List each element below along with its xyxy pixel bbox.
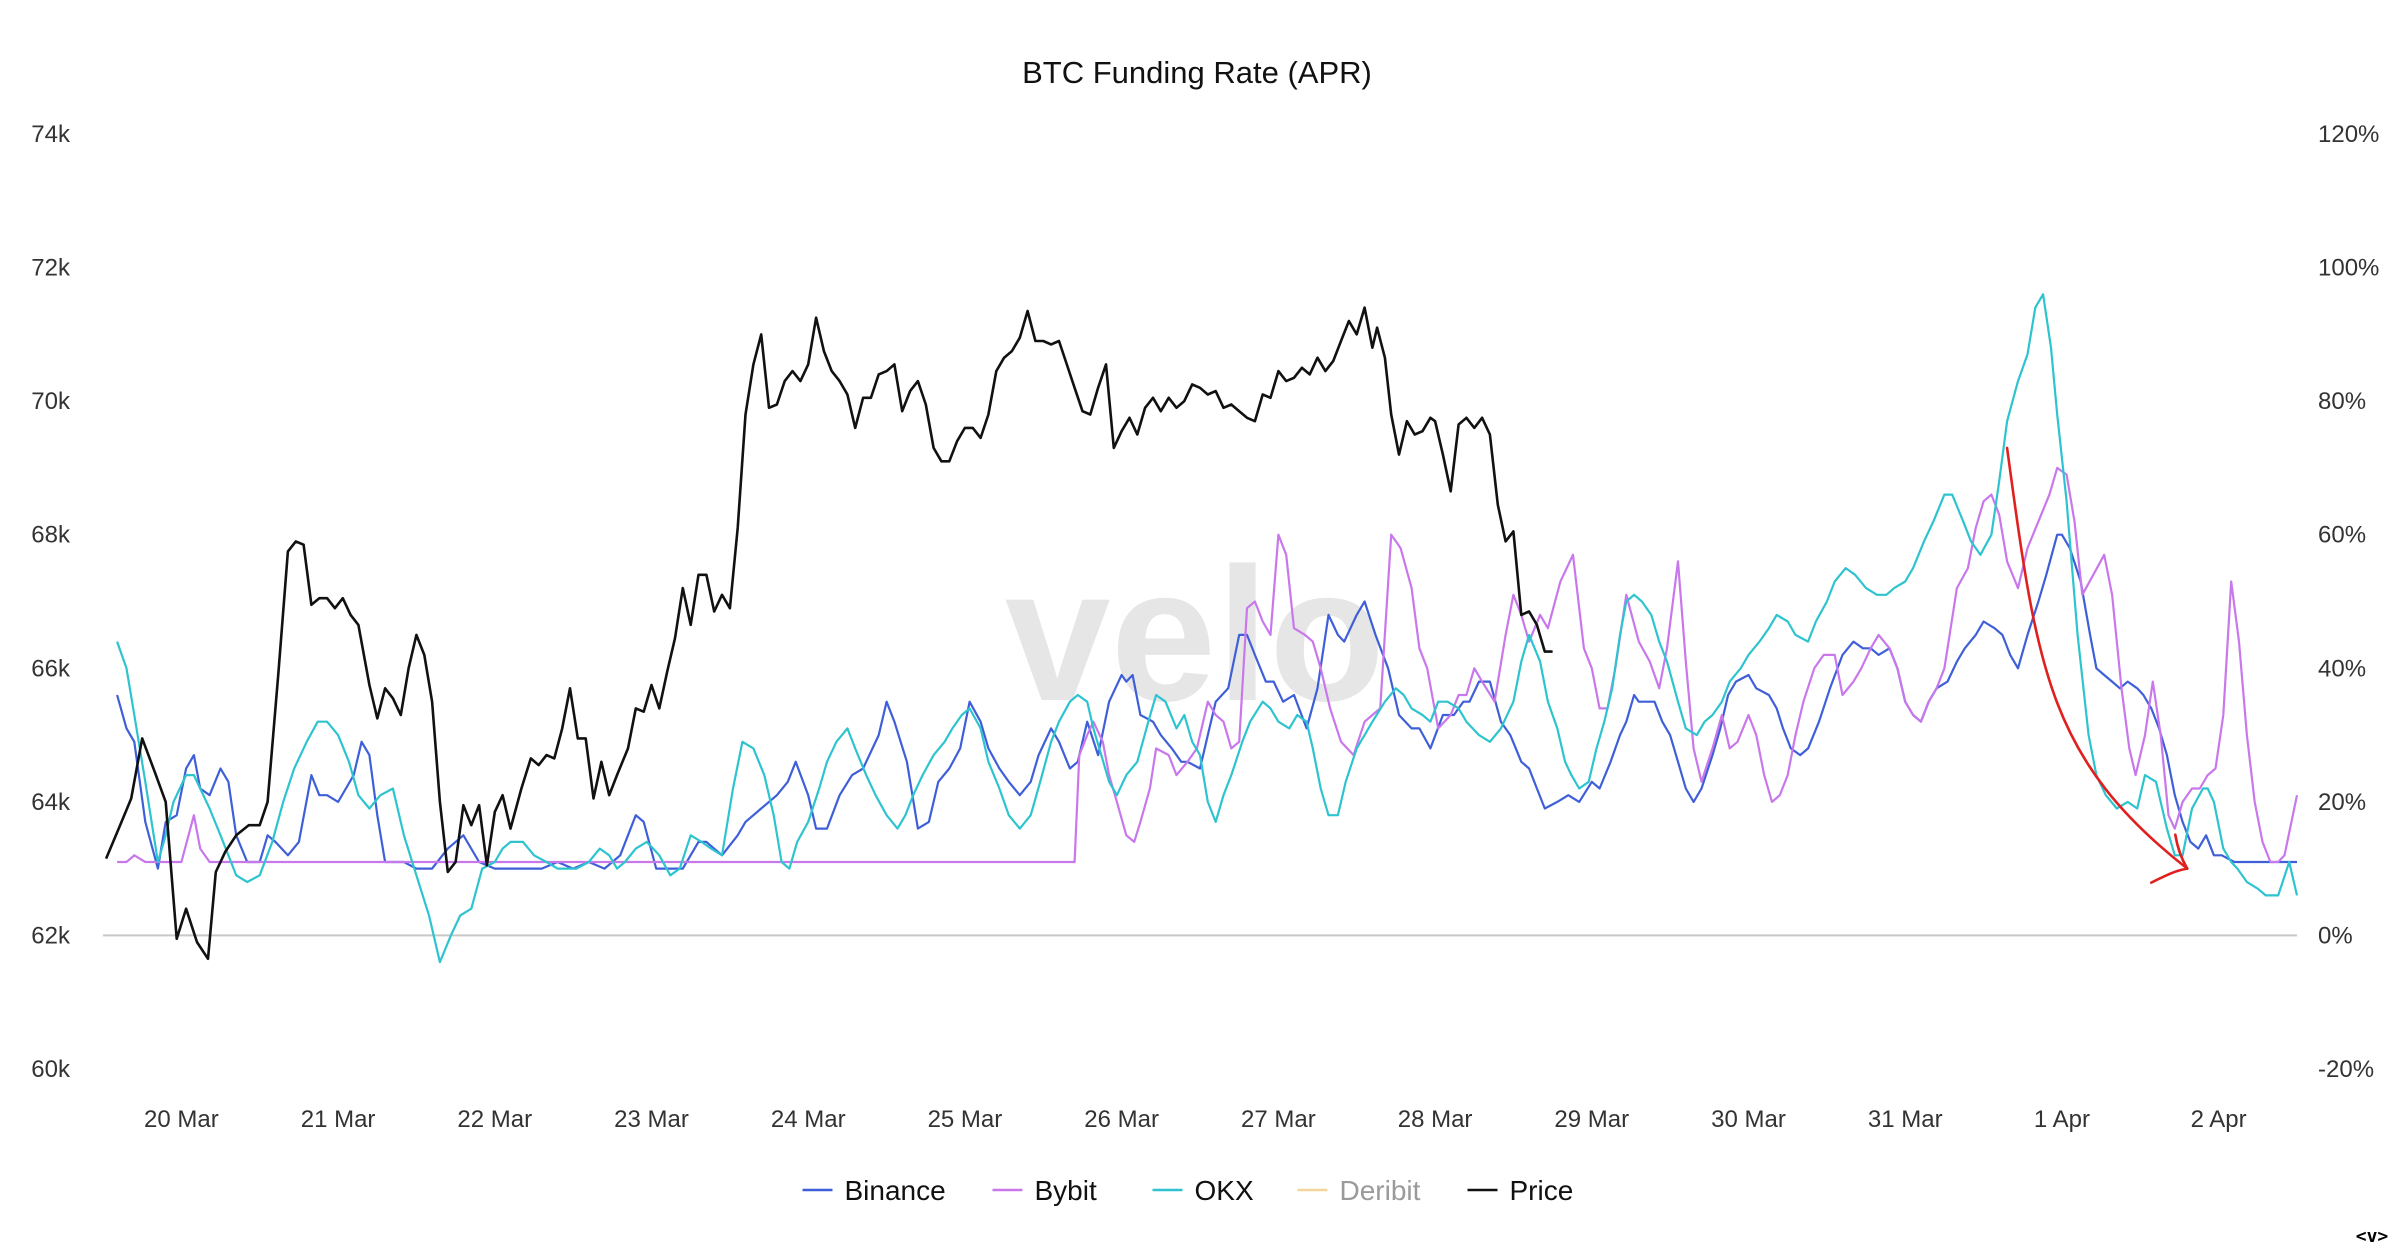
binance-series-line [116, 533, 2297, 870]
x-tick-label: 24 Mar [771, 1106, 846, 1133]
x-tick-label: 1 Apr [2034, 1106, 2090, 1133]
legend-item-bybit[interactable]: Bybit [992, 1175, 1097, 1206]
right-tick-label: 80% [2318, 388, 2366, 415]
legend-item-okx[interactable]: OKX [1152, 1175, 1254, 1206]
legend-label: Price [1510, 1175, 1574, 1206]
left-tick-label: 74k [31, 121, 71, 148]
right-tick-label: 120% [2318, 121, 2379, 148]
x-tick-label: 27 Mar [1241, 1106, 1316, 1133]
x-tick-label: 23 Mar [614, 1106, 689, 1133]
chart-title: BTC Funding Rate (APR) [1022, 55, 1372, 90]
left-tick-label: 70k [31, 388, 71, 415]
x-tick-label: 20 Mar [144, 1106, 219, 1133]
x-tick-label: 29 Mar [1554, 1106, 1629, 1133]
bybit-series-line [117, 466, 2299, 864]
right-axis-ticks: 120% 100% 80% 60% 40% 20% 0% -20% [2318, 121, 2379, 1083]
legend-item-price[interactable]: Price [1467, 1175, 1574, 1206]
x-tick-label: 21 Mar [301, 1106, 376, 1133]
corner-toggle[interactable]: <v> [2356, 1226, 2389, 1247]
right-tick-label: 0% [2318, 922, 2353, 949]
series-layer [104, 293, 2299, 964]
red-arrow-head [2150, 833, 2189, 884]
red-arrow-shaft [2005, 446, 2189, 870]
legend-label: OKX [1195, 1175, 1254, 1206]
legend-item-binance[interactable]: Binance [802, 1175, 946, 1206]
price-series-line [104, 306, 1553, 961]
x-axis-ticks: 20 Mar 21 Mar 22 Mar 23 Mar 24 Mar 25 Mar 26 M… [144, 1106, 2247, 1133]
right-tick-label: -20% [2318, 1056, 2374, 1083]
left-tick-label: 68k [31, 522, 71, 549]
left-tick-label: 66k [31, 655, 71, 682]
left-tick-label: 64k [31, 789, 71, 816]
left-axis-ticks: 74k 72k 70k 68k 66k 64k 62k 60k [31, 121, 71, 1083]
left-tick-label: 62k [31, 922, 71, 949]
x-tick-label: 2 Apr [2191, 1106, 2247, 1133]
x-tick-label: 31 Mar [1868, 1106, 1943, 1133]
x-tick-label: 28 Mar [1398, 1106, 1473, 1133]
legend-label: Bybit [1035, 1175, 1097, 1206]
right-tick-label: 60% [2318, 522, 2366, 549]
legend-label: Binance [845, 1175, 946, 1206]
right-tick-label: 40% [2318, 655, 2366, 682]
x-tick-label: 25 Mar [928, 1106, 1003, 1133]
left-tick-label: 72k [31, 255, 71, 282]
x-tick-label: 22 Mar [457, 1106, 532, 1133]
velo-watermark: velo [1005, 529, 1385, 741]
left-tick-label: 60k [31, 1056, 71, 1083]
annotation-layer [2005, 446, 2189, 884]
okx-series-line [116, 293, 2299, 964]
legend-label: Deribit [1340, 1175, 1421, 1206]
x-tick-label: 30 Mar [1711, 1106, 1786, 1133]
right-tick-label: 100% [2318, 255, 2379, 282]
chart-legend: Binance Bybit OKX Deribit Price [802, 1175, 1574, 1206]
x-tick-label: 26 Mar [1084, 1106, 1159, 1133]
legend-item-deribit[interactable]: Deribit [1297, 1175, 1421, 1206]
right-tick-label: 20% [2318, 789, 2366, 816]
